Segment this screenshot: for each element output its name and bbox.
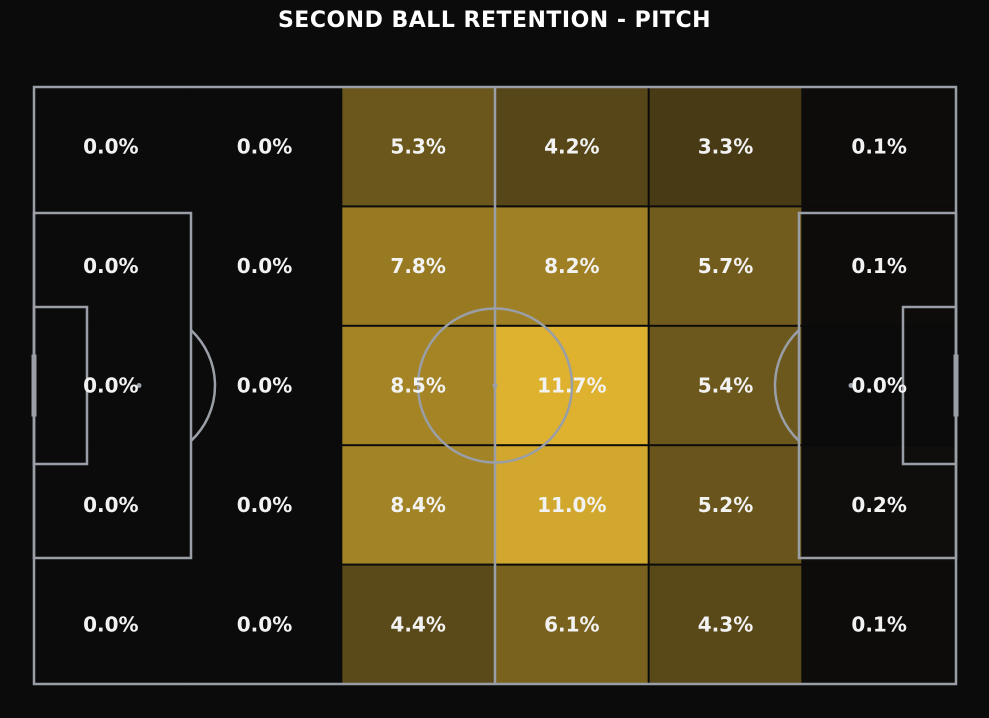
- heatmap-cell: [35, 446, 187, 564]
- cell-value-label: 0.0%: [237, 612, 292, 636]
- heatmap-cell: [35, 88, 187, 206]
- cell-value-label: 11.7%: [537, 374, 606, 398]
- cell-value-label: 4.2%: [544, 135, 599, 159]
- cell-value-label: 5.7%: [698, 254, 753, 278]
- cell-value-label: 0.0%: [83, 254, 138, 278]
- cell-value-label: 0.2%: [851, 493, 906, 517]
- heatmap-cell: [496, 88, 648, 206]
- cell-value-label: 0.1%: [851, 254, 906, 278]
- right-penalty-spot: [848, 383, 854, 388]
- heatmap-cell: [188, 88, 341, 206]
- cell-value-label: 0.0%: [83, 493, 138, 517]
- cell-value-label: 0.1%: [851, 612, 906, 636]
- heatmap-cell: [649, 565, 802, 683]
- cell-value-label: 0.0%: [851, 374, 906, 398]
- cell-value-label: 11.0%: [537, 493, 606, 517]
- heatmap-cell: [188, 446, 341, 564]
- heatmap-cell: [649, 88, 802, 206]
- heatmap-cell: [803, 446, 955, 564]
- heatmap-cell: [803, 88, 955, 206]
- heatmap-cell: [188, 207, 341, 325]
- heatmap-cell: [342, 88, 494, 206]
- cell-value-label: 5.3%: [390, 135, 445, 159]
- cell-value-label: 6.1%: [544, 612, 599, 636]
- cell-value-label: 4.3%: [698, 612, 753, 636]
- centre-spot: [492, 383, 498, 388]
- heatmap-cell: [188, 565, 341, 683]
- cell-value-label: 4.4%: [390, 612, 445, 636]
- cell-value-label: 3.3%: [698, 135, 753, 159]
- cell-value-label: 7.8%: [390, 254, 445, 278]
- left-penalty-spot: [136, 383, 142, 388]
- right-penalty-arc: [773, 329, 800, 442]
- heatmap-cell: [649, 446, 802, 564]
- heatmap-cells: [35, 88, 955, 683]
- cell-value-label: 0.0%: [83, 374, 138, 398]
- cell-value-label: 8.2%: [544, 254, 599, 278]
- cell-value-label: 0.0%: [237, 493, 292, 517]
- pitch-lines: [31, 85, 959, 686]
- heatmap-cell: [342, 565, 494, 683]
- heatmap-cell: [803, 207, 955, 325]
- cell-value-label: 5.4%: [698, 374, 753, 398]
- cell-value-label: 0.1%: [851, 135, 906, 159]
- heatmap-cell: [35, 565, 187, 683]
- cell-value-label: 0.0%: [237, 254, 292, 278]
- heatmap-cell: [803, 565, 955, 683]
- chart-title: SECOND BALL RETENTION - PITCH: [277, 8, 712, 33]
- cell-value-label: 0.0%: [237, 374, 292, 398]
- cell-value-label: 5.2%: [698, 493, 753, 517]
- heatmap-cell: [496, 565, 648, 683]
- heatmap-cell: [342, 446, 494, 564]
- heatmap-cell: [496, 207, 648, 325]
- heatmap-cell: [803, 326, 955, 445]
- heatmap-cell: [649, 207, 802, 325]
- heatmap-cell: [342, 207, 494, 325]
- heatmap-cell: [35, 326, 187, 445]
- left-penalty-arc: [190, 329, 217, 442]
- heatmap-cell: [35, 207, 187, 325]
- cell-value-label: 8.5%: [390, 374, 445, 398]
- cell-value-label: 0.0%: [237, 135, 292, 159]
- cell-value-label: 8.4%: [390, 493, 445, 517]
- cell-value-label: 0.0%: [83, 612, 138, 636]
- cell-value-label: 0.0%: [83, 135, 138, 159]
- centre-circle: [416, 307, 574, 464]
- heatmap-cell: [496, 446, 648, 564]
- cell-labels: 0.0% 0.0% 5.3% 4.2% 3.3% 0.1% 0.0% 0.0% 7.8% 8.2%…: [83, 135, 907, 637]
